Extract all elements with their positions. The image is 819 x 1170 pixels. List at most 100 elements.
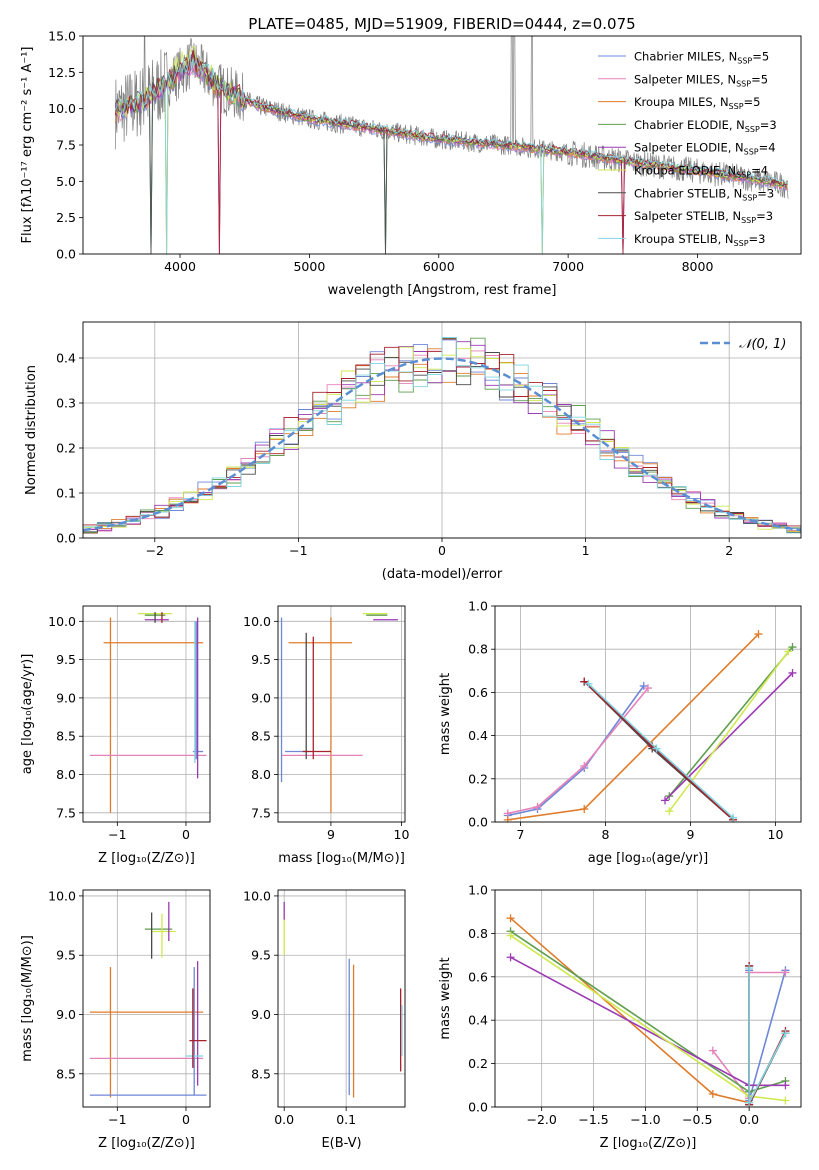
chart-age-vs-Z: −1 0 7.5 8.0 8.5 9.0 9.5 10.0 Z [log₁₀(Z/Z⊙)] age… <box>20 605 211 866</box>
axes-frame <box>82 35 802 255</box>
y-tick-label: 9.5 <box>56 652 76 667</box>
y-axis-label: Normed distribution <box>24 365 39 495</box>
y-tick-label: 0.1 <box>56 486 76 501</box>
x-tick-label: −2 <box>146 543 164 558</box>
x-tick-label: −1 <box>108 827 126 842</box>
x-tick-label: 7000 <box>552 259 584 274</box>
y-tick-label: 10.0 <box>48 888 76 903</box>
weight-marker <box>580 805 589 814</box>
plot-area <box>506 914 790 1107</box>
model-spectrum-9 <box>114 54 788 254</box>
y-tick-label: 7.5 <box>251 805 271 820</box>
axes-frame <box>277 889 406 1108</box>
weight-marker <box>781 1081 790 1090</box>
y-tick-label: 0.8 <box>468 642 488 657</box>
legend-text: =4 <box>751 164 768 178</box>
weight-marker <box>788 643 797 652</box>
x-axis-label: (data-model)/error <box>382 567 503 582</box>
x-tick-label: −2.0 <box>526 1112 556 1127</box>
weight-marker <box>665 807 674 816</box>
legend-text: Kroupa STELIB, N <box>634 232 734 246</box>
legend-label-7: Chabrier STELIB, NSSP=3 <box>634 186 774 202</box>
chart-age-vs-mass: 9 10 7.5 8.0 8.5 9.0 9.5 10.0 mass [log₁₀(M/M⊙)] <box>243 605 410 866</box>
legend-text: =3 <box>756 209 773 223</box>
legend-label-9: Kroupa STELIB, NSSP=3 <box>634 232 765 248</box>
x-tick-label: 7 <box>517 827 525 842</box>
axes-frame <box>277 605 406 823</box>
legend-text: =3 <box>757 186 774 200</box>
y-tick-label: 5.0 <box>56 174 76 189</box>
legend-text: Kroupa ELODIE, N <box>634 164 736 178</box>
plot-area <box>283 901 403 1098</box>
chart-residuals: −2 −1 0 1 2 0.0 0.1 0.2 0.3 0.4 (data-model)/error… <box>24 321 802 582</box>
legend-text: Salpeter STELIB, N <box>634 209 741 223</box>
weight-marker <box>661 796 669 805</box>
x-axis-label: Z [log₁₀(Z/Z⊙)] <box>98 1136 195 1151</box>
legend-text: Chabrier STELIB, N <box>634 186 742 200</box>
weight-marker <box>506 914 515 923</box>
histogram-5 <box>83 341 801 532</box>
y-tick-label: 0.0 <box>56 247 76 262</box>
legend-text: =5 <box>752 50 769 64</box>
weight-line-6 <box>510 934 786 1102</box>
x-tick-label: −0.5 <box>682 1112 712 1127</box>
weight-marker <box>533 802 542 811</box>
y-tick-label: 8.0 <box>56 767 76 782</box>
chart-weight-vs-Z: −2.0 −1.5 −1.0 −0.5 0.0 0.0 0.2 0.4 0.6 0.8 1.0 Z [… <box>438 883 802 1151</box>
legend-label-2: Salpeter MILES, NSSP=5 <box>634 72 768 88</box>
y-tick-label: 15.0 <box>48 29 76 44</box>
legend-label-5: Salpeter ELODIE, NSSP=4 <box>634 141 776 157</box>
weight-marker <box>639 681 648 690</box>
legend-sub: SSP <box>742 193 757 202</box>
x-tick-label: −1.0 <box>630 1112 660 1127</box>
weight-marker <box>788 668 797 677</box>
y-tick-label: 1.0 <box>468 883 488 898</box>
x-tick-label: 10 <box>394 827 410 842</box>
axes-frame <box>494 889 802 1108</box>
weight-marker <box>652 744 661 753</box>
plot-area <box>89 901 207 1098</box>
legend-sub: SSP <box>745 125 760 134</box>
y-tick-label: 8.5 <box>251 729 271 744</box>
x-tick-label: 4000 <box>164 259 196 274</box>
y-tick-label: 9.0 <box>251 690 271 705</box>
weight-line-6 <box>668 650 789 812</box>
x-tick-label: 9 <box>327 827 335 842</box>
chart-weight-vs-age: 7 8 9 10 0.0 0.2 0.4 0.6 0.8 1.0 age [log₁₀(age/yr… <box>438 599 802 866</box>
y-tick-label: 10.0 <box>48 101 76 116</box>
weight-marker <box>784 647 793 656</box>
weight-marker <box>644 684 652 693</box>
weight-marker <box>781 1096 790 1105</box>
y-tick-label: 12.5 <box>48 65 76 80</box>
axes-frame <box>494 605 802 823</box>
plot-area <box>89 612 207 813</box>
chart-mass-vs-ebv: 0.0 0.1 8.5 9.0 9.5 10.0 E(B-V) <box>243 888 406 1151</box>
legend-text: =5 <box>744 95 761 109</box>
x-axis-label: wavelength [Angstrom, rest frame] <box>328 283 557 298</box>
y-tick-label: 1.0 <box>468 599 488 614</box>
weight-marker <box>781 968 790 977</box>
legend-label-gaussian: 𝒩(0, 1) <box>739 337 786 352</box>
legend-sub: SSP <box>729 102 744 111</box>
legend-label-8: Salpeter STELIB, NSSP=3 <box>634 209 773 225</box>
y-tick-label: 0.0 <box>468 815 488 830</box>
plot-area <box>114 36 789 254</box>
y-tick-label: 0.2 <box>56 441 76 456</box>
y-axis-label: Flux [fλ10⁻¹⁷ erg cm⁻² s⁻¹ A⁻¹] <box>20 47 35 244</box>
x-tick-label: 1 <box>582 543 590 558</box>
legend-text: =3 <box>749 232 766 246</box>
x-axis-label: mass [log₁₀(M/M⊙)] <box>278 851 405 866</box>
y-tick-label: 0.2 <box>468 771 488 786</box>
y-tick-label: 9.5 <box>251 652 271 667</box>
legend-text: Kroupa MILES, N <box>634 95 729 109</box>
legend-text: Salpeter ELODIE, N <box>634 141 744 155</box>
y-tick-label: 9.0 <box>251 1007 271 1022</box>
weight-marker <box>506 953 515 962</box>
weight-marker <box>503 815 512 822</box>
x-tick-label: 8000 <box>682 259 714 274</box>
plot-area <box>503 630 797 822</box>
gaussian-curve <box>83 357 801 532</box>
x-tick-label: 0.1 <box>336 1112 356 1127</box>
y-axis-label: mass weight <box>438 957 453 1039</box>
